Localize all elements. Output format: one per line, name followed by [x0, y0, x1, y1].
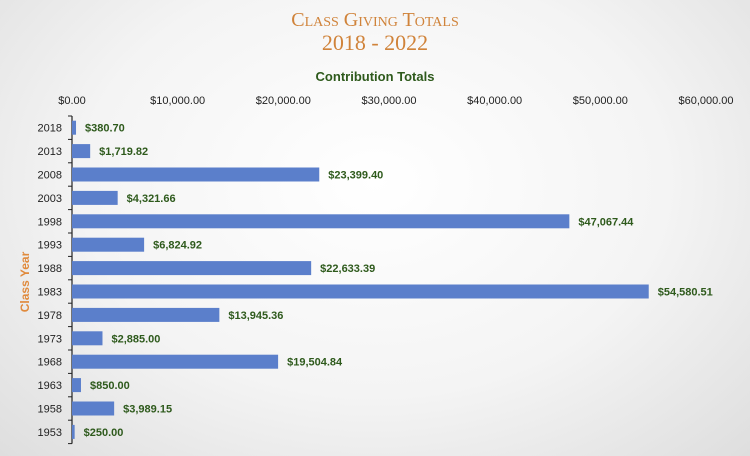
bar [72, 120, 77, 135]
category-label: 2018 [38, 123, 62, 135]
data-labels: $380.70 $1,719.82 $23,399.40 $4,321.66 $47,0… [84, 123, 713, 439]
x-tick-label: $30,000.00 [361, 95, 416, 107]
data-label: $380.70 [85, 123, 125, 135]
bar [72, 214, 570, 229]
data-label: $4,321.66 [127, 193, 176, 205]
category-label: 1958 [38, 404, 62, 416]
data-label: $3,989.15 [123, 404, 172, 416]
x-tick-label: $10,000.00 [150, 95, 205, 107]
x-tick-label: $20,000.00 [256, 95, 311, 107]
x-tick-label: $0.00 [58, 95, 86, 107]
category-label: 1988 [38, 263, 62, 275]
category-label: 2013 [38, 146, 62, 158]
chart-title: Class Giving Totals [291, 9, 459, 31]
data-label: $250.00 [84, 427, 124, 439]
bar [72, 307, 220, 322]
data-label: $47,067.44 [578, 216, 634, 228]
data-label: $23,399.40 [328, 170, 383, 182]
category-label: 1998 [38, 216, 62, 228]
category-label: 1963 [38, 380, 62, 392]
bar [72, 261, 312, 276]
data-label: $850.00 [90, 380, 130, 392]
bar [72, 190, 118, 205]
y-axis-tick-marks [68, 115, 72, 445]
x-axis-ticks: $0.00 $10,000.00 $20,000.00 $30,000.00 $40,0… [58, 95, 733, 107]
data-label: $22,633.39 [320, 263, 375, 275]
x-tick-label: $60,000.00 [678, 95, 733, 107]
category-label: 1968 [38, 357, 62, 369]
bar [72, 401, 115, 416]
category-label: 2008 [38, 170, 62, 182]
category-label: 1978 [38, 310, 62, 322]
y-axis-title: Class Year [18, 251, 32, 312]
bars [72, 120, 649, 439]
chart-subtitle: 2018 - 2022 [322, 30, 428, 55]
bar [72, 144, 91, 159]
x-tick-label: $40,000.00 [467, 95, 522, 107]
bar [72, 167, 320, 182]
data-label: $6,824.92 [153, 240, 202, 252]
x-tick-label: $50,000.00 [573, 95, 628, 107]
data-label: $2,885.00 [111, 333, 160, 345]
data-label: $1,719.82 [99, 146, 148, 158]
y-axis-categories: 2018 2013 2008 2003 1998 1993 1988 1983 1978 1973… [38, 123, 62, 439]
bar [72, 378, 81, 393]
x-axis-title: Contribution Totals [316, 69, 435, 84]
data-label: $13,945.36 [228, 310, 283, 322]
bar [72, 237, 145, 252]
category-label: 1983 [38, 287, 62, 299]
data-label: $19,504.84 [287, 357, 343, 369]
category-label: 1993 [38, 240, 62, 252]
bar [72, 424, 75, 439]
bar [72, 354, 279, 369]
bar [72, 331, 103, 346]
category-label: 1953 [38, 427, 62, 439]
category-label: 2003 [38, 193, 62, 205]
bar [72, 284, 649, 299]
data-label: $54,580.51 [658, 287, 713, 299]
category-label: 1973 [38, 333, 62, 345]
